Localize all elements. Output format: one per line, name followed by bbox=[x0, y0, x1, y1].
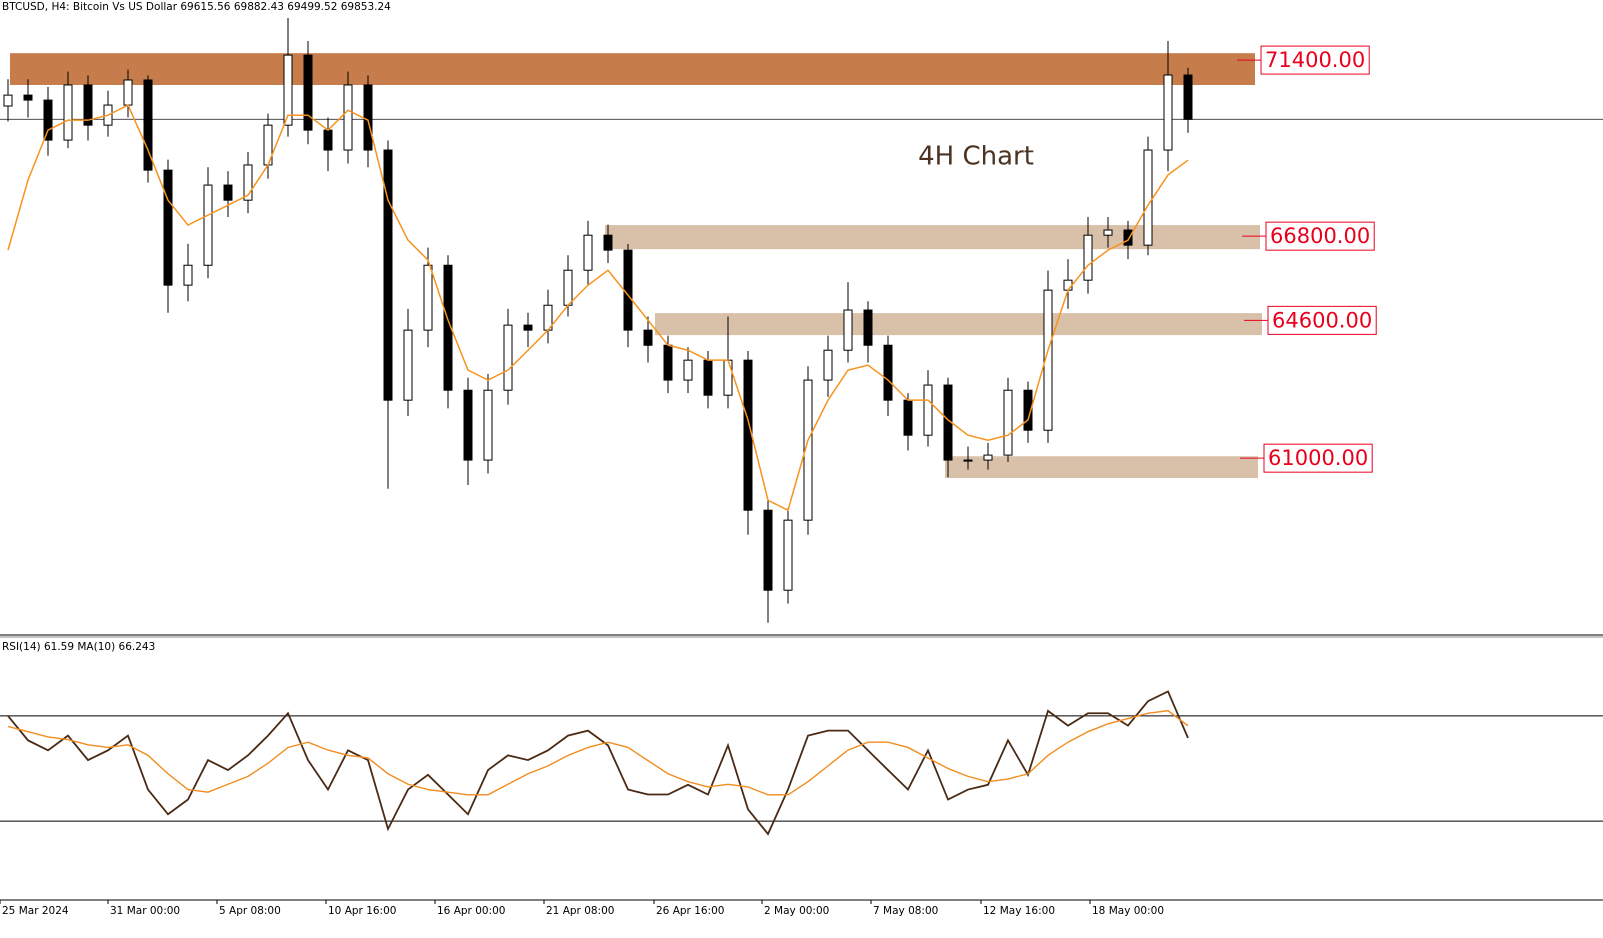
rsi-name: RSI(14) bbox=[2, 641, 41, 653]
zone bbox=[605, 225, 1260, 250]
zone bbox=[655, 313, 1262, 336]
candle-body bbox=[1063, 279, 1073, 291]
rsi-ma-value: 66.243 bbox=[119, 641, 156, 653]
candle-body bbox=[523, 324, 533, 331]
candle-body bbox=[1163, 74, 1173, 151]
rsi-line bbox=[7, 690, 1189, 836]
x-tick-label: 16 Apr 00:00 bbox=[437, 905, 505, 917]
x-tick-label: 10 Apr 16:00 bbox=[328, 905, 396, 917]
level-label-box bbox=[1267, 305, 1377, 335]
candle-body bbox=[183, 264, 193, 286]
quote-low: 69499.52 bbox=[287, 1, 337, 13]
candle-body bbox=[323, 129, 333, 151]
candle-body bbox=[703, 359, 713, 396]
x-tick-label: 21 Apr 08:00 bbox=[546, 905, 614, 917]
x-tick-label: 26 Apr 16:00 bbox=[656, 905, 724, 917]
level-label: 61000.00 bbox=[1268, 446, 1368, 470]
annotation: 4H Chart bbox=[918, 142, 1034, 172]
level-label-box bbox=[1260, 45, 1370, 75]
candle-body bbox=[563, 269, 573, 306]
candle-body bbox=[503, 324, 513, 391]
candle-body bbox=[403, 329, 413, 401]
candle-body bbox=[383, 149, 393, 401]
candle-body bbox=[483, 389, 493, 461]
symbol: BTCUSD, H4: bbox=[2, 1, 70, 13]
candle-body bbox=[43, 99, 53, 141]
rsi-value: 61.59 bbox=[44, 641, 74, 653]
rsi-line bbox=[7, 709, 1189, 796]
candle-body bbox=[303, 54, 313, 131]
candle-body bbox=[983, 454, 993, 461]
candle-body bbox=[363, 84, 373, 151]
candle-body bbox=[423, 264, 433, 331]
candle-body bbox=[1003, 389, 1013, 456]
x-tick-label: 31 Mar 00:00 bbox=[110, 905, 180, 917]
candle-body bbox=[223, 184, 233, 201]
candle-body bbox=[903, 399, 913, 436]
candle-body bbox=[343, 84, 353, 151]
candle-body bbox=[443, 264, 453, 391]
candle-body bbox=[143, 79, 153, 171]
candle-body bbox=[243, 164, 253, 201]
quote-open: 69615.56 bbox=[180, 1, 230, 13]
candle-body bbox=[663, 344, 673, 381]
candle-body bbox=[63, 84, 73, 141]
candle-body bbox=[883, 344, 893, 401]
candle-body bbox=[723, 359, 733, 396]
zone bbox=[10, 53, 1255, 85]
candle-body bbox=[163, 169, 173, 286]
level-label-box bbox=[1265, 221, 1375, 251]
candle-body bbox=[83, 84, 93, 126]
candle-body bbox=[203, 184, 213, 266]
candle-body bbox=[803, 379, 813, 521]
symbol-name: Bitcoin Vs US Dollar bbox=[73, 1, 178, 13]
x-tick-label: 5 Apr 08:00 bbox=[219, 905, 281, 917]
x-tick-label: 25 Mar 2024 bbox=[2, 905, 69, 917]
rsi-header: RSI(14) 61.59 MA(10) 66.243 bbox=[2, 641, 155, 653]
level-label: 66800.00 bbox=[1270, 224, 1370, 248]
candle-body bbox=[1123, 229, 1133, 246]
candle-body bbox=[643, 329, 653, 346]
chart-header: BTCUSD, H4: Bitcoin Vs US Dollar 69615.5… bbox=[2, 1, 391, 13]
candle-body bbox=[603, 234, 613, 251]
level-label: 71400.00 bbox=[1265, 48, 1365, 72]
candle-body bbox=[963, 459, 973, 462]
x-tick-label: 18 May 00:00 bbox=[1092, 905, 1164, 917]
candle-body bbox=[763, 509, 773, 591]
x-tick-label: 7 May 08:00 bbox=[873, 905, 938, 917]
moving-average bbox=[7, 104, 1189, 512]
x-tick-label: 2 May 00:00 bbox=[764, 905, 829, 917]
candle-body bbox=[843, 309, 853, 351]
candle-body bbox=[923, 384, 933, 436]
candle-body bbox=[23, 94, 33, 101]
candle-body bbox=[823, 349, 833, 381]
quote-high: 69882.43 bbox=[234, 1, 284, 13]
candle-body bbox=[743, 359, 753, 511]
candle-body bbox=[683, 359, 693, 381]
rsi-ma-name: MA(10) bbox=[77, 641, 115, 653]
candle-body bbox=[1023, 389, 1033, 431]
candle-body bbox=[3, 94, 13, 107]
candle-body bbox=[1183, 74, 1193, 120]
candle-body bbox=[863, 309, 873, 346]
zone bbox=[945, 456, 1258, 479]
candle-body bbox=[283, 54, 293, 126]
candle-body bbox=[783, 519, 793, 591]
candle-body bbox=[1103, 229, 1113, 236]
candle-body bbox=[623, 249, 633, 331]
candle-body bbox=[1143, 149, 1153, 246]
quote-close: 69853.24 bbox=[341, 1, 391, 13]
candle-body bbox=[583, 234, 593, 271]
candle-body bbox=[1043, 289, 1053, 431]
x-tick-label: 12 May 16:00 bbox=[983, 905, 1055, 917]
level-label: 64600.00 bbox=[1272, 308, 1372, 332]
candle-body bbox=[123, 79, 133, 106]
level-label-box bbox=[1263, 443, 1373, 473]
candle-body bbox=[1083, 234, 1093, 281]
candle-body bbox=[463, 389, 473, 461]
